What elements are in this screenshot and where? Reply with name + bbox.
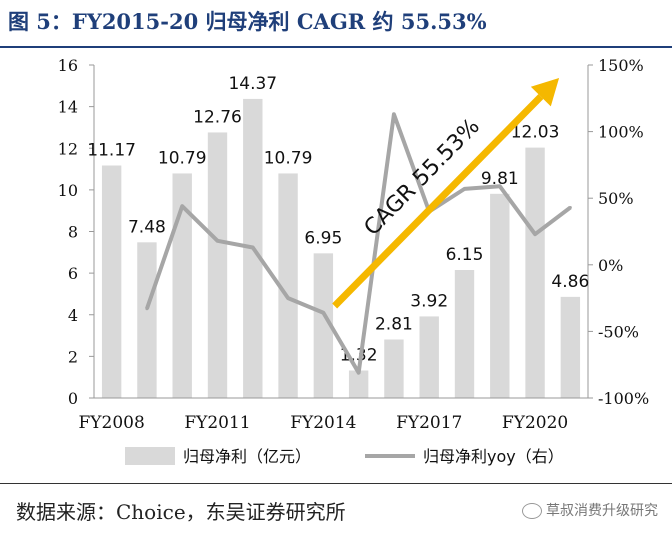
bar-value-label: 14.37 <box>228 74 277 94</box>
figure-title: 图 5：FY2015-20 归母净利 CAGR 约 55.53% <box>8 9 487 34</box>
yoy-point <box>216 239 219 243</box>
yoy-point <box>321 311 325 315</box>
right-axis: -100% -50% 0% 50% 100% 150% <box>587 56 649 408</box>
bar <box>278 173 298 398</box>
yoy-point <box>357 371 361 375</box>
bar <box>560 296 581 398</box>
right-tick-label: -100% <box>598 389 649 408</box>
bar-value-label: 7.48 <box>128 217 166 237</box>
bar <box>207 132 228 398</box>
bar-value-label: 3.92 <box>410 291 448 311</box>
bars <box>101 98 581 398</box>
left-tick-label: 12 <box>58 139 78 158</box>
legend-bar-label: 归母净利（亿元） <box>183 447 311 466</box>
x-tick-label: FY2020 <box>502 413 568 433</box>
legend-line-label: 归母净利yoy（右） <box>423 447 564 466</box>
left-tick-label: 4 <box>68 306 78 325</box>
watermark: 草叔消费升级研究 <box>522 500 658 520</box>
bar <box>348 370 369 398</box>
bar <box>490 193 510 398</box>
yoy-point <box>286 296 290 300</box>
yoy-point <box>568 206 572 210</box>
right-tick-label: 50% <box>598 189 634 208</box>
right-tick-label: -50% <box>598 322 639 341</box>
bar <box>172 173 192 398</box>
left-tick-label: 10 <box>58 181 78 200</box>
cagr-arrow-shaft <box>332 94 544 309</box>
left-tick-label: 6 <box>68 264 78 283</box>
yoy-point <box>498 184 502 188</box>
left-tick-label: 8 <box>68 223 78 242</box>
left-tick-label: 0 <box>68 389 78 408</box>
title-rule <box>0 46 672 48</box>
yoy-point <box>251 245 255 249</box>
bar-value-label: 4.86 <box>551 272 589 292</box>
yoy-point <box>145 307 149 311</box>
bar <box>313 253 334 398</box>
bar-value-label: 10.79 <box>158 148 207 168</box>
left-tick-label: 2 <box>68 347 78 366</box>
yoy-line <box>145 112 572 375</box>
yoy-point <box>533 232 537 236</box>
x-tick-label: FY2017 <box>396 413 462 433</box>
left-axis: 0 2 4 6 8 10 12 14 16 <box>58 56 95 408</box>
cagr-arrow-head <box>530 78 560 107</box>
yoy-point <box>392 112 396 116</box>
x-axis-ticks: FY2008 FY2011 FY2014 FY2017 FY2020 <box>78 397 588 433</box>
bar <box>101 165 122 398</box>
bar <box>525 147 545 398</box>
left-tick-label: 16 <box>58 56 78 75</box>
bar-value-label: 12.76 <box>193 107 242 127</box>
yoy-point <box>463 187 466 191</box>
bar-value-label: 12.03 <box>511 123 560 143</box>
watermark-text: 草叔消费升级研究 <box>546 503 658 519</box>
bar-value-label: 11.17 <box>87 141 136 161</box>
x-tick-label: FY2011 <box>184 413 250 433</box>
x-tick-label: FY2014 <box>290 413 356 433</box>
bar <box>454 270 475 398</box>
bar <box>137 242 157 398</box>
source-note: 数据来源：Choice，东吴证券研究所 <box>16 500 346 524</box>
wechat-icon <box>522 503 542 519</box>
bar-value-label: 6.15 <box>446 245 484 265</box>
bar-value-label: 10.79 <box>264 148 313 168</box>
bar <box>419 316 439 398</box>
bar-labels: 11.177.4810.7912.7614.3710.796.951.322.8… <box>87 74 589 366</box>
legend-bar-swatch <box>125 447 175 465</box>
right-tick-label: 150% <box>598 56 644 75</box>
legend: 归母净利（亿元） 归母净利yoy（右） <box>125 447 564 466</box>
bar-value-label: 9.81 <box>481 169 519 189</box>
bar <box>384 339 404 398</box>
right-tick-label: 100% <box>598 123 644 142</box>
bar-value-label: 2.81 <box>375 315 413 335</box>
x-tick-label: FY2008 <box>78 413 144 433</box>
left-tick-label: 14 <box>58 98 78 117</box>
yoy-point <box>180 204 184 208</box>
right-tick-label: 0% <box>598 256 623 275</box>
bar-value-label: 6.95 <box>304 228 342 248</box>
footer-rule <box>0 483 672 484</box>
